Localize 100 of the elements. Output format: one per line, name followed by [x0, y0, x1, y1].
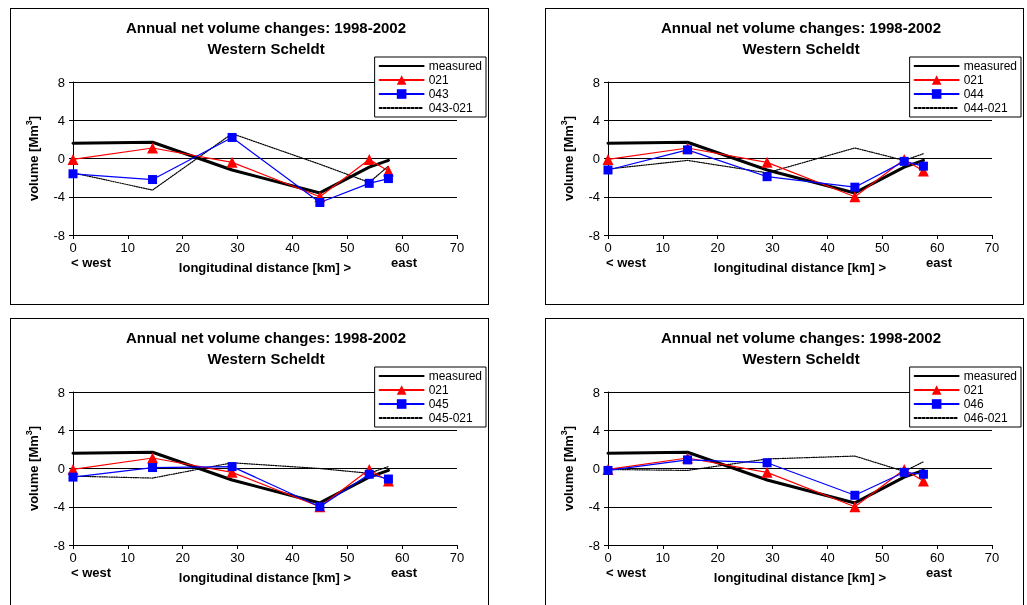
point	[68, 472, 78, 482]
x-tick-label: 70	[984, 550, 1000, 565]
y-axis-title: volume [Mm3]	[23, 115, 41, 202]
x-tick-label: 10	[655, 240, 671, 255]
point	[762, 172, 772, 182]
point	[849, 191, 861, 203]
legend-label: 021	[428, 383, 449, 397]
chart-subtitle: Western Scheldt	[207, 40, 325, 57]
chart-title: Annual net volume changes: 1998-2002	[125, 329, 407, 346]
x-tick-label: 30	[230, 550, 245, 565]
y-tick-label: 8	[57, 74, 65, 90]
text: < west	[606, 565, 647, 580]
legend-label: 021	[963, 383, 984, 397]
chart-title: Annual net volume changes: 1998-2002	[660, 329, 942, 346]
x-tick-label: 20	[710, 240, 725, 255]
x-tick-label: 30	[765, 240, 780, 255]
y-tick-label: -8	[53, 227, 65, 243]
legend-label: measured	[428, 369, 483, 383]
x-tick-label: 20	[175, 550, 190, 565]
chart-subtitle: Western Scheldt	[742, 40, 860, 57]
x-tick-label: 0	[604, 550, 612, 565]
legend-label: 046	[963, 397, 984, 411]
point	[762, 458, 772, 468]
text: east	[926, 565, 953, 580]
y-tick-label: 4	[57, 422, 65, 438]
point	[315, 197, 325, 207]
point	[603, 165, 613, 175]
point	[227, 132, 237, 142]
x-axis-title: longitudinal distance [km] >	[713, 260, 887, 276]
y-tick-label: -4	[53, 189, 65, 205]
text: east	[926, 255, 953, 270]
text: < west	[71, 255, 112, 270]
point	[147, 452, 159, 464]
legend-label: 045-021	[428, 411, 473, 425]
legend-label: 045	[428, 397, 449, 411]
y-tick-label: 4	[592, 112, 600, 128]
x-axis-title: longitudinal distance [km] >	[178, 260, 352, 276]
x-tick-label: 30	[765, 550, 780, 565]
y-tick-label: -8	[53, 537, 65, 553]
point	[850, 182, 860, 192]
x-axis-title: longitudinal distance [km] >	[713, 570, 887, 586]
legend-label: measured	[963, 369, 1018, 383]
x-tick-label: 50	[875, 550, 890, 565]
text: east	[391, 255, 418, 270]
x-tick-label: 60	[929, 550, 945, 565]
point	[850, 490, 860, 500]
x-tick-label: 40	[820, 550, 835, 565]
x-tick-label: 60	[394, 240, 410, 255]
y-tick-label: 0	[592, 461, 600, 476]
y-tick-label: -8	[588, 227, 600, 243]
text: < west	[606, 255, 647, 270]
point	[899, 467, 909, 477]
chart-subtitle: Western Scheldt	[742, 350, 860, 367]
y-axis-title: volume [Mm3]	[23, 425, 41, 512]
y-tick-label: 8	[592, 74, 600, 90]
x-tick-label: 20	[175, 240, 190, 255]
chart-title: Annual net volume changes: 1998-2002	[125, 19, 407, 36]
x-tick-label: 20	[710, 550, 725, 565]
x-tick-label: 0	[69, 550, 77, 565]
x-tick-label: 70	[449, 240, 465, 255]
y-tick-label: -4	[53, 499, 65, 515]
chart-subtitle: Western Scheldt	[207, 350, 325, 367]
legend-label: 043	[428, 87, 449, 101]
point	[364, 469, 374, 479]
x-tick-label: 50	[340, 240, 355, 255]
x-tick-label: 70	[449, 550, 465, 565]
x-tick-label: 60	[929, 240, 945, 255]
point	[68, 169, 78, 179]
y-axis-title: volume [Mm3]	[558, 425, 576, 512]
point	[363, 153, 375, 165]
point	[383, 174, 393, 184]
point	[602, 153, 614, 165]
x-tick-label: 40	[820, 240, 835, 255]
x-axis-title: longitudinal distance [km] >	[178, 570, 352, 586]
x-tick-label: 0	[69, 240, 77, 255]
x-tick-label: 0	[604, 240, 612, 255]
point	[67, 153, 79, 165]
point	[147, 142, 159, 154]
legend-label: 044	[963, 87, 984, 101]
point	[761, 466, 773, 478]
x-tick-label: 70	[984, 240, 1000, 255]
x-tick-label: 40	[285, 240, 300, 255]
x-tick-label: 10	[655, 550, 671, 565]
x-tick-label: 10	[120, 240, 136, 255]
point	[227, 462, 237, 472]
y-tick-label: 8	[592, 384, 600, 400]
text: east	[391, 565, 418, 580]
legend-label: 021	[428, 73, 449, 87]
point	[148, 175, 158, 185]
legend-label: 044-021	[963, 101, 1008, 115]
y-tick-label: 0	[57, 151, 65, 166]
x-tick-label: 40	[285, 550, 300, 565]
legend-label: 021	[963, 73, 984, 87]
y-tick-label: 4	[592, 422, 600, 438]
x-tick-label: 30	[230, 240, 245, 255]
y-axis-title: volume [Mm3]	[558, 115, 576, 202]
point	[148, 463, 158, 473]
y-tick-label: 0	[592, 151, 600, 166]
y-tick-label: 0	[57, 461, 65, 476]
legend-label: 046-021	[963, 411, 1008, 425]
